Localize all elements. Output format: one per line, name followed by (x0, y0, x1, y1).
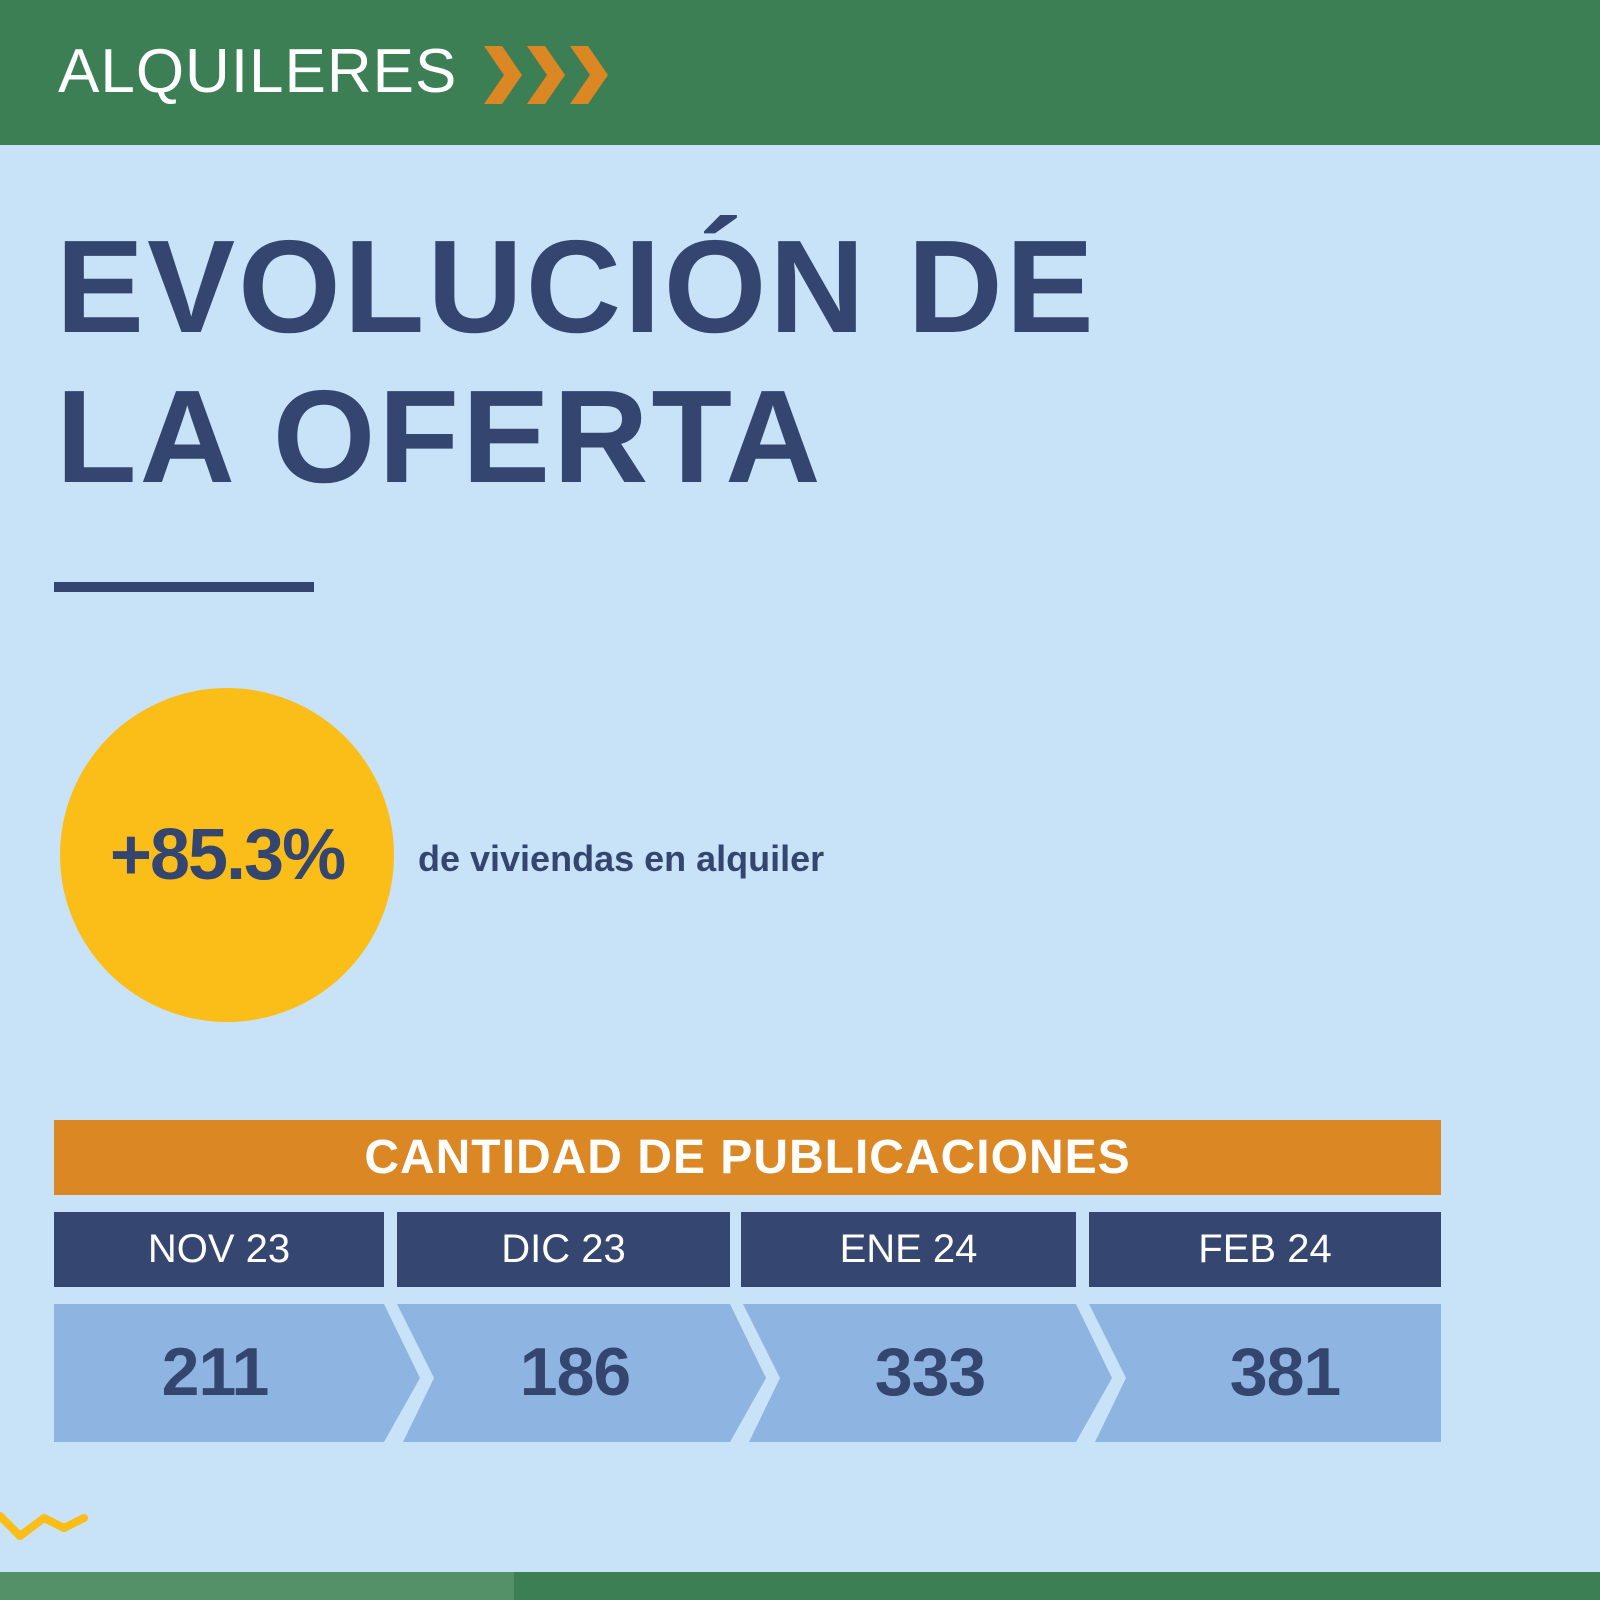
period-header-dic-23: DIC 23 (397, 1212, 730, 1287)
wave-zigzag-icon (0, 1512, 88, 1540)
period-header-nov-23: NOV 23 (54, 1212, 384, 1287)
value-cell-1 (54, 1304, 420, 1442)
value-ene-24: 333 (874, 1334, 986, 1410)
top-bar (0, 0, 1600, 145)
highlight-circle: +85.3% (60, 688, 394, 1022)
highlight-caption: de viviendas en alquiler (418, 838, 825, 879)
value-nov-23: 211 (161, 1334, 270, 1410)
triple-chevron-right-icon (484, 46, 608, 104)
footer-bar-right (514, 1572, 1600, 1600)
period-header-feb-24: FEB 24 (1089, 1212, 1441, 1287)
value-feb-24: 381 (1229, 1334, 1341, 1410)
page-title: EVOLUCIÓN DE LA OFERTA (56, 212, 1097, 512)
value-dic-23: 186 (519, 1334, 631, 1410)
section-label: ALQUILERES (58, 37, 458, 106)
value-cell-4 (1089, 1304, 1441, 1442)
page-title-line-1: EVOLUCIÓN DE (56, 213, 1097, 360)
page-title-line-2: LA OFERTA (56, 363, 824, 510)
value-cell-2 (397, 1304, 766, 1442)
value-cell-3 (743, 1304, 1112, 1442)
highlight-value: +85.3% (109, 815, 346, 895)
table-title: CANTIDAD DE PUBLICACIONES (54, 1120, 1441, 1195)
title-divider (54, 582, 314, 592)
footer-bar-left (0, 1572, 514, 1600)
period-header-ene-24: ENE 24 (741, 1212, 1076, 1287)
